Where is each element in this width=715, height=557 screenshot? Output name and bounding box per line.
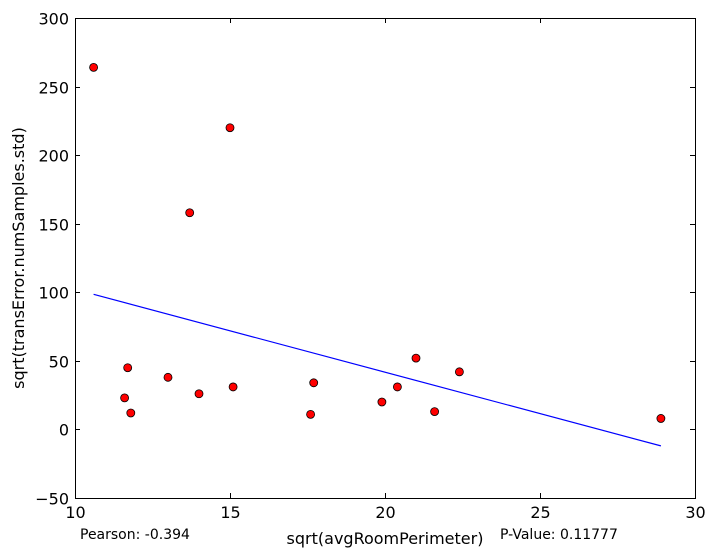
p-value-label: P-Value: 0.11777 <box>500 527 618 543</box>
data-point <box>163 372 173 382</box>
y-tick-label: 300 <box>38 10 69 29</box>
axis-ticks <box>75 18 696 499</box>
y-tick-label: 250 <box>38 79 69 98</box>
plot-frame <box>75 18 696 499</box>
data-point <box>225 123 235 133</box>
data-point <box>89 62 98 72</box>
data-point <box>126 408 136 418</box>
x-tick-label: 25 <box>530 503 550 522</box>
y-tick-label: 200 <box>38 147 69 166</box>
fit-line-layer <box>93 293 662 447</box>
data-point <box>228 382 238 392</box>
data-point <box>411 353 421 363</box>
data-point <box>392 382 402 392</box>
data-point <box>194 389 204 399</box>
data-points <box>89 62 666 423</box>
x-tick-label: 20 <box>375 503 395 522</box>
tick-labels: 10 15 20 25 30 −50 0 50 100 150 200 250 300 <box>35 10 705 523</box>
y-axis-label: sqrt(transError.numSamples.std) <box>9 127 28 389</box>
data-point <box>306 409 316 419</box>
data-point <box>309 378 319 388</box>
data-point <box>656 414 666 423</box>
y-tick-label: −50 <box>35 490 69 509</box>
data-point <box>454 367 464 377</box>
data-point <box>123 363 133 373</box>
data-point <box>377 397 387 407</box>
y-tick-label: 150 <box>38 216 69 235</box>
x-tick-label: 30 <box>685 503 705 522</box>
x-tick-label: 10 <box>65 503 85 522</box>
x-axis-label: sqrt(avgRoomPerimeter) <box>287 529 484 548</box>
data-point <box>120 393 129 403</box>
x-tick-label: 15 <box>220 503 240 522</box>
pearson-label: Pearson: -0.394 <box>80 527 190 543</box>
y-tick-label: 100 <box>38 284 69 303</box>
y-tick-label: 50 <box>49 353 69 372</box>
regression-line <box>93 293 662 447</box>
data-point <box>185 208 195 218</box>
data-point <box>430 407 440 417</box>
y-tick-label: 0 <box>59 421 69 440</box>
